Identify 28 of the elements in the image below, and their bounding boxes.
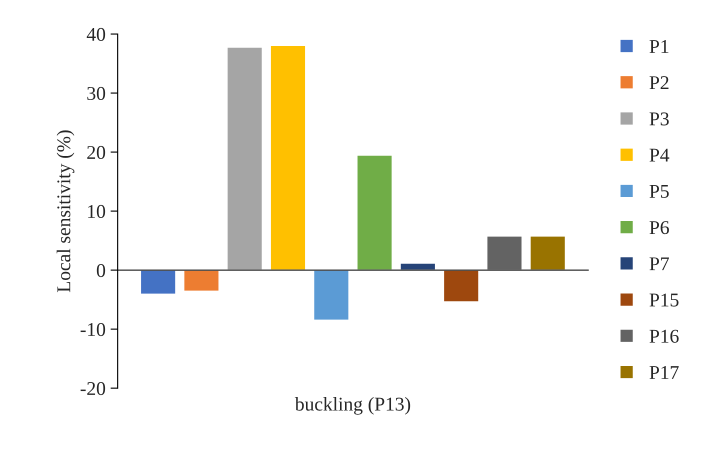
y-tick-label: 20 <box>87 146 106 160</box>
x-tick-label: buckling (P13) <box>294 397 410 415</box>
legend-label: P7 <box>650 257 669 270</box>
y-tick-label: 10 <box>88 204 106 218</box>
y-tick-label: -10 <box>80 322 106 336</box>
y-tick-label: 0 <box>96 264 106 278</box>
bar <box>442 269 480 303</box>
legend-label: P5 <box>650 185 669 198</box>
legend-label: P16 <box>650 330 679 343</box>
legend-label: P17 <box>650 366 679 379</box>
bar <box>529 235 566 271</box>
legend-label: P1 <box>650 40 668 53</box>
y-tick-label: -20 <box>80 382 106 396</box>
legend-label: P4 <box>650 148 670 162</box>
y-tick-label: 30 <box>87 86 106 100</box>
legend-label: P6 <box>650 221 669 234</box>
legend-label: P3 <box>650 112 669 126</box>
bar <box>486 235 523 271</box>
bar <box>312 269 350 321</box>
legend-label: P15 <box>650 294 679 307</box>
bar <box>140 269 177 296</box>
bar <box>226 46 264 271</box>
y-axis-title: Local sensitivity (%) <box>56 130 74 292</box>
bar <box>356 154 394 271</box>
bar <box>182 269 220 292</box>
y-tick-label: 40 <box>86 28 106 41</box>
bar <box>270 44 306 271</box>
legend-label: P2 <box>650 76 668 90</box>
